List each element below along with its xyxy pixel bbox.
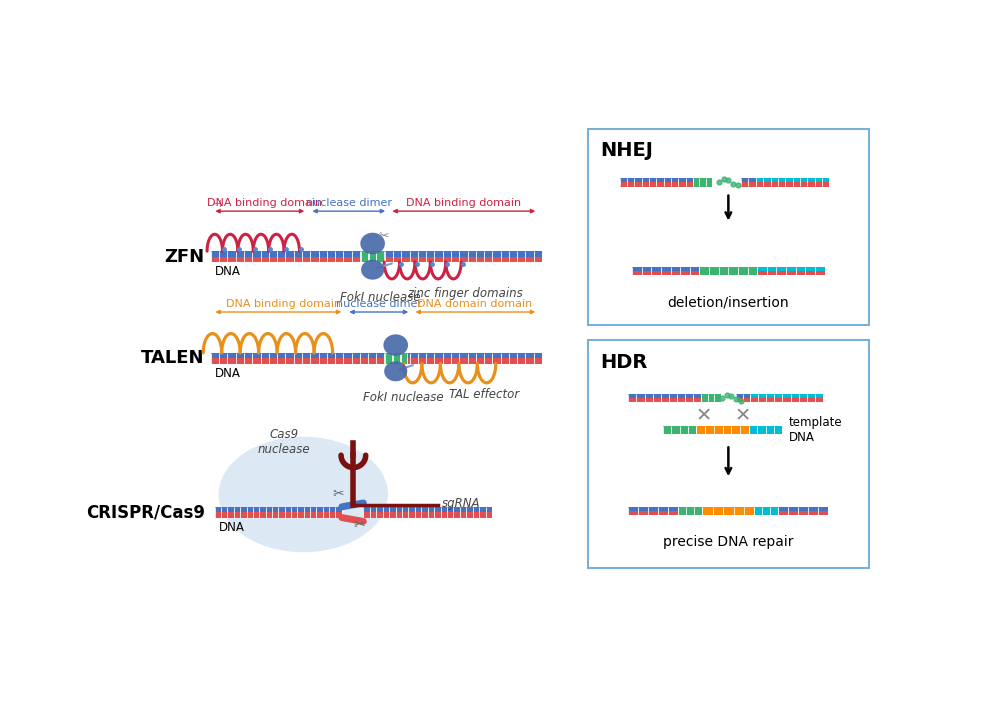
FancyBboxPatch shape <box>588 341 869 567</box>
Bar <box>629 511 678 516</box>
Bar <box>701 398 721 402</box>
Text: ZFN: ZFN <box>164 248 205 266</box>
Text: FokI nuclease: FokI nuclease <box>340 291 421 305</box>
Bar <box>750 398 823 402</box>
Bar <box>757 271 825 275</box>
Text: precise DNA repair: precise DNA repair <box>663 535 794 549</box>
Bar <box>702 511 754 516</box>
Bar <box>363 512 492 518</box>
Text: zinc finger domains: zinc finger domains <box>407 287 523 300</box>
Text: template
DNA: template DNA <box>788 416 842 444</box>
Bar <box>741 178 756 182</box>
Bar <box>754 511 778 516</box>
Bar <box>663 426 696 431</box>
Ellipse shape <box>219 437 388 552</box>
Bar <box>700 271 757 275</box>
Bar <box>629 507 678 511</box>
Bar <box>632 271 700 275</box>
Bar <box>701 394 721 398</box>
Text: nuclease dimer: nuclease dimer <box>306 198 392 208</box>
Text: Cas9
nuclease: Cas9 nuclease <box>257 428 311 456</box>
Text: DNA: DNA <box>215 366 241 379</box>
Text: ✂: ✂ <box>378 230 389 243</box>
Text: DNA: DNA <box>219 521 245 534</box>
Bar <box>361 256 384 262</box>
Bar <box>757 266 825 271</box>
Bar <box>702 507 754 511</box>
Bar <box>211 359 543 364</box>
Bar <box>778 511 829 516</box>
Text: DNA binding domain: DNA binding domain <box>406 198 521 208</box>
Text: TALEN: TALEN <box>142 349 205 367</box>
Text: ✂: ✂ <box>333 487 344 500</box>
Text: HDR: HDR <box>601 353 647 372</box>
Bar <box>696 426 748 431</box>
Bar <box>678 507 702 511</box>
Text: DNA binding domain: DNA binding domain <box>207 198 323 208</box>
Bar <box>748 426 782 431</box>
Text: ✕: ✕ <box>734 407 750 426</box>
Bar <box>700 266 757 271</box>
Bar <box>361 251 384 256</box>
Bar <box>384 359 407 364</box>
Bar <box>736 398 750 402</box>
Bar <box>215 507 342 512</box>
Bar <box>632 266 700 271</box>
Bar <box>778 507 829 511</box>
Text: nuclease dimer: nuclease dimer <box>336 299 422 309</box>
Bar <box>211 256 543 262</box>
Text: DNA binding domain: DNA binding domain <box>226 299 341 309</box>
Bar <box>736 394 750 398</box>
Bar <box>211 251 543 256</box>
Bar <box>748 431 782 434</box>
Bar <box>629 398 701 402</box>
Ellipse shape <box>383 334 408 356</box>
Bar <box>750 394 823 398</box>
Bar <box>211 353 543 359</box>
Bar <box>693 178 712 182</box>
Ellipse shape <box>361 260 384 279</box>
Text: NHEJ: NHEJ <box>601 141 653 160</box>
Bar <box>215 512 342 518</box>
Text: DNA domain domain: DNA domain domain <box>418 299 533 309</box>
Bar <box>384 353 407 359</box>
Text: deletion/insertion: deletion/insertion <box>667 296 789 310</box>
FancyBboxPatch shape <box>588 129 869 325</box>
Text: sgRNA: sgRNA <box>442 498 480 510</box>
Bar <box>741 182 756 186</box>
Text: FokI nuclease: FokI nuclease <box>363 391 444 405</box>
Bar <box>678 511 702 516</box>
Ellipse shape <box>360 233 385 254</box>
Bar <box>629 394 701 398</box>
Ellipse shape <box>384 361 407 382</box>
Bar <box>620 178 693 182</box>
Text: DNA: DNA <box>215 265 241 278</box>
Bar <box>620 182 693 186</box>
Bar <box>363 507 492 512</box>
Text: ✕: ✕ <box>696 407 712 426</box>
Text: TAL effector: TAL effector <box>449 388 520 401</box>
Bar <box>756 182 830 186</box>
Bar <box>693 182 712 186</box>
Bar <box>756 178 830 182</box>
Bar <box>696 431 748 434</box>
Text: ✂: ✂ <box>353 518 364 532</box>
Bar <box>663 431 696 434</box>
Text: ⊣: ⊣ <box>213 199 221 209</box>
Text: CRISPR/Cas9: CRISPR/Cas9 <box>86 503 206 521</box>
Bar <box>754 507 778 511</box>
